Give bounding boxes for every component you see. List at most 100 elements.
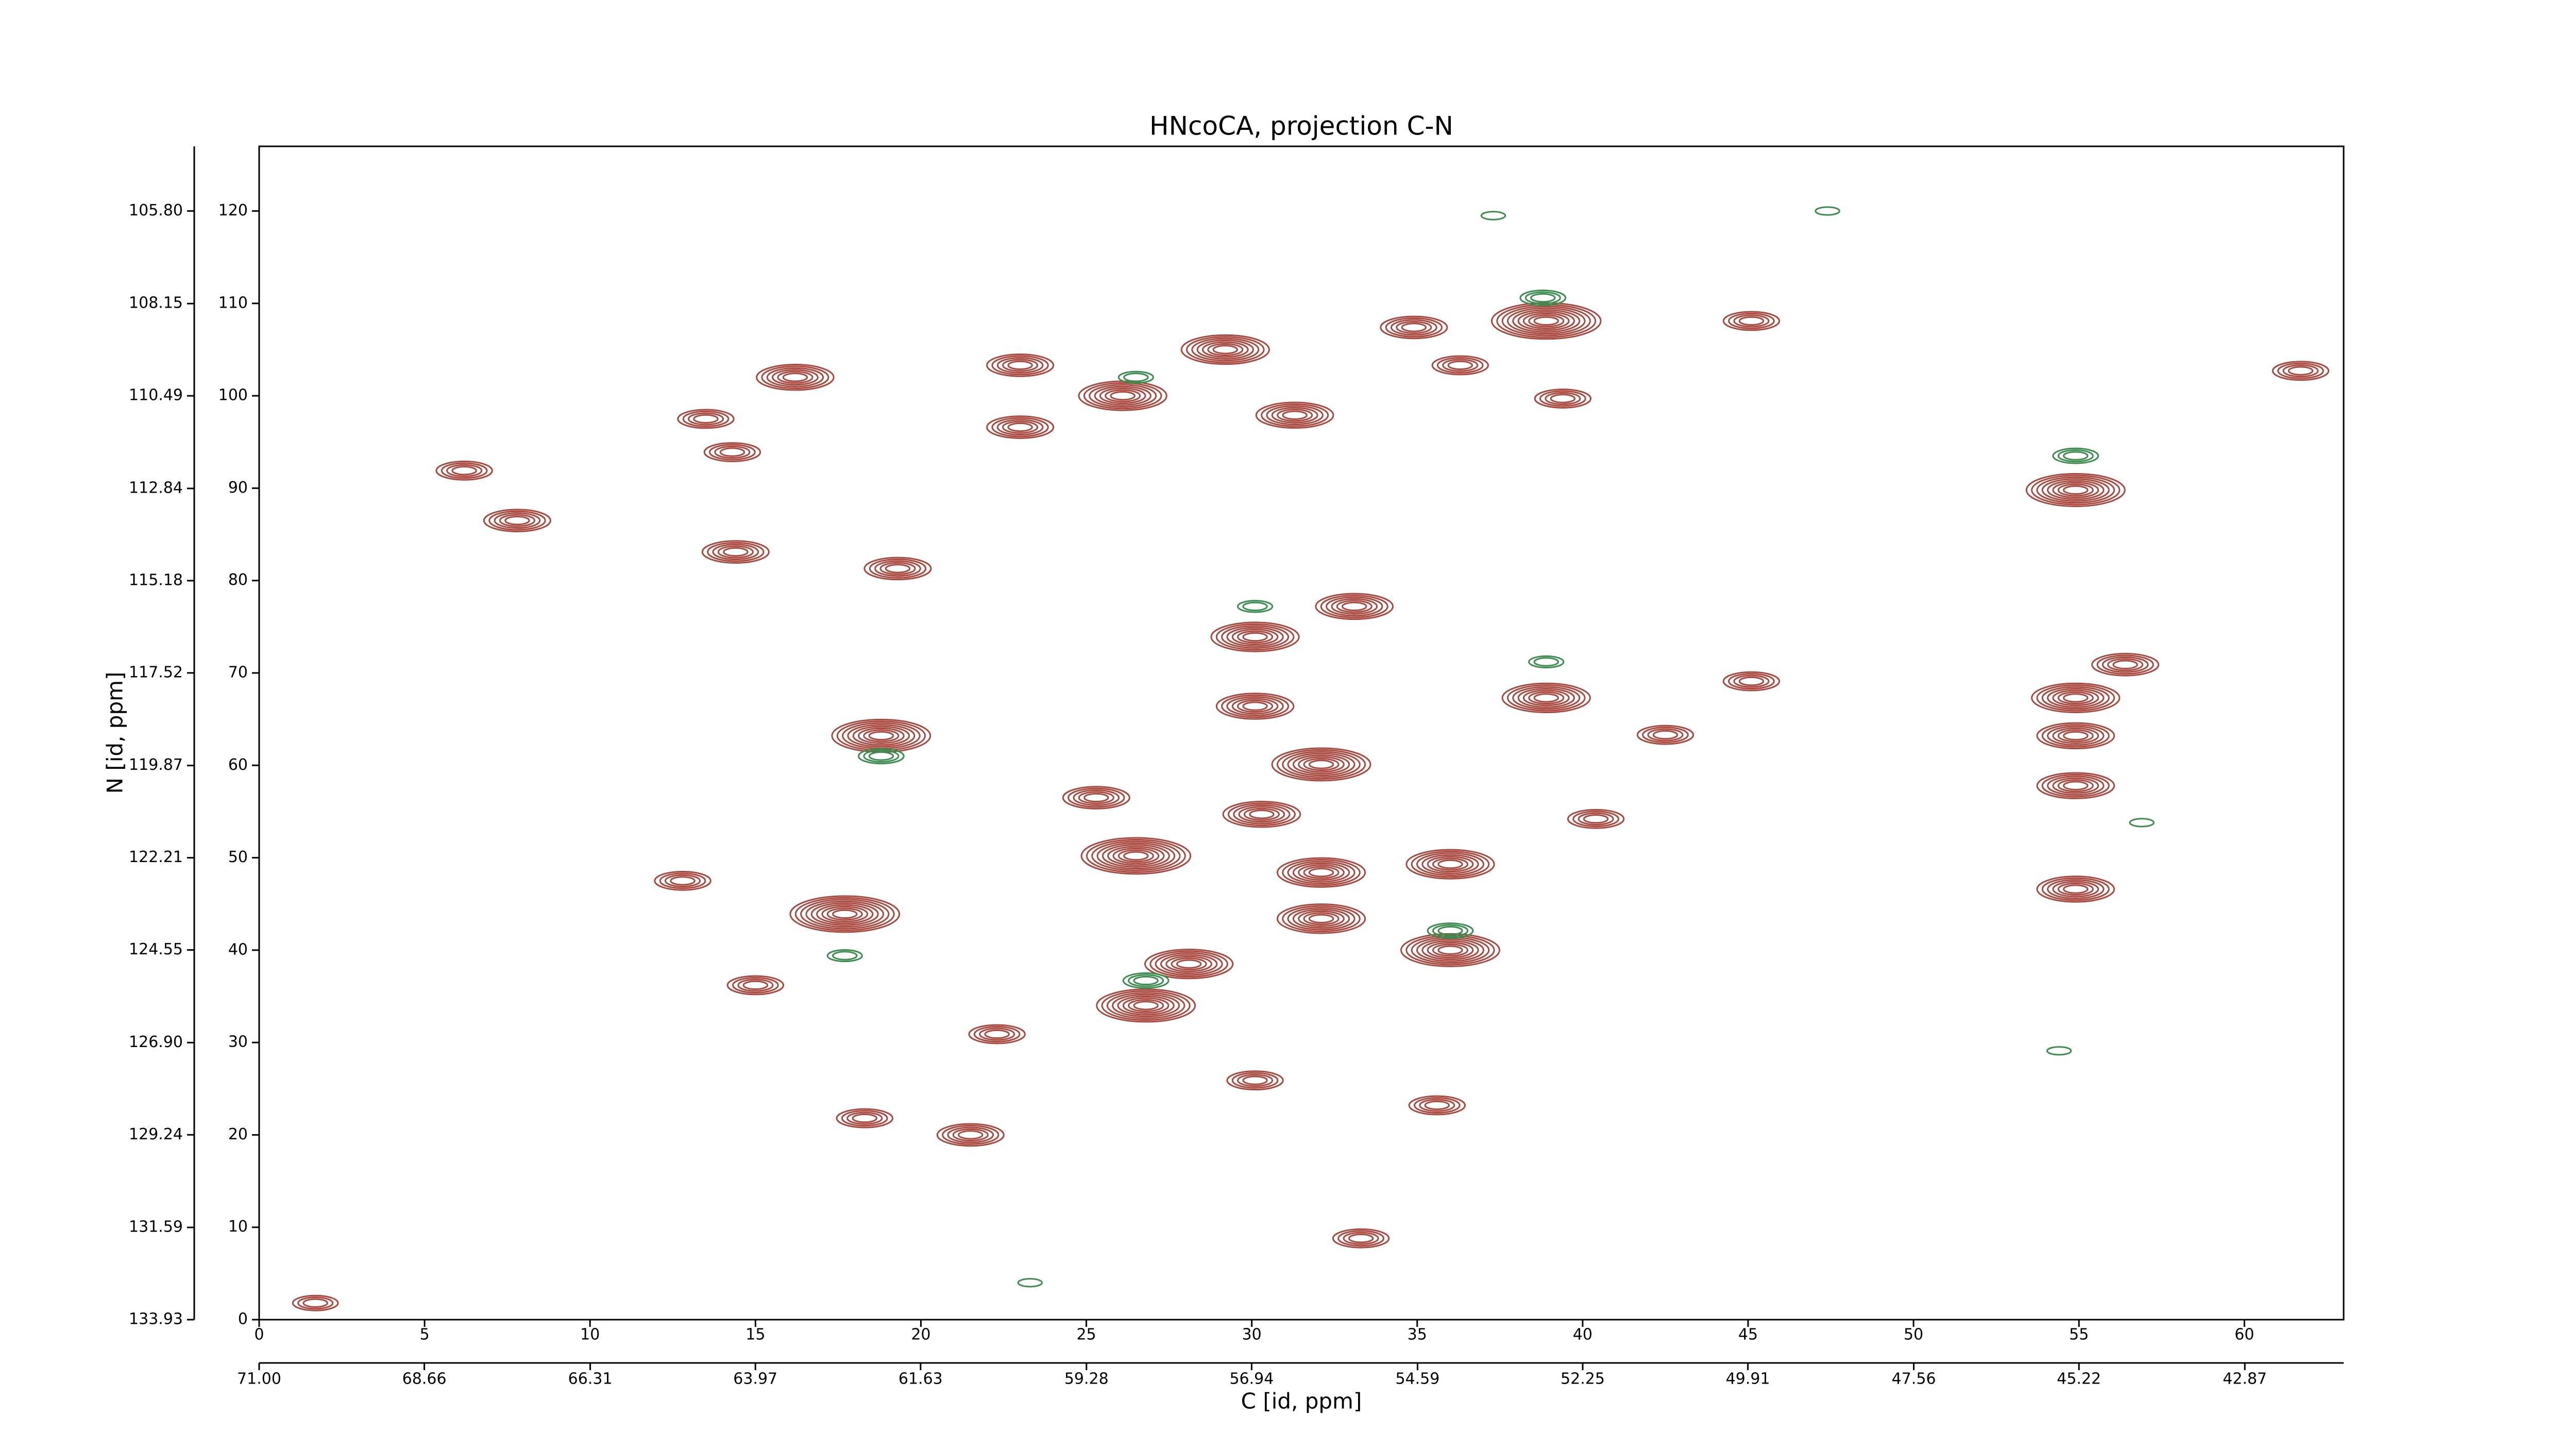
contour-level [1067, 787, 1125, 808]
contour-level [717, 545, 754, 559]
x-tick-label: 15 [745, 1326, 765, 1344]
contour-level [1437, 859, 1463, 869]
contour-level [1401, 323, 1427, 332]
contour-level [1242, 701, 1268, 711]
contour-level [958, 1130, 984, 1140]
contour-level [1385, 317, 1443, 338]
contour-level [1110, 391, 1136, 401]
contour-level [847, 724, 916, 748]
y2-tick-label: 105.80 [129, 201, 183, 220]
contour-level [1528, 314, 1565, 328]
contour-level [1647, 728, 1684, 742]
x2-tick-label: 42.87 [2223, 1370, 2267, 1388]
contour-level [1073, 789, 1120, 806]
y2-tick-label: 119.87 [129, 756, 183, 774]
contour-level [2047, 687, 2105, 708]
contour-level [772, 369, 819, 386]
contour-level [846, 1111, 883, 1125]
contour-level [677, 409, 735, 429]
contour-level [2282, 364, 2319, 378]
contour-level [1133, 975, 1159, 986]
contour-level [2063, 451, 2089, 461]
contour-level [1303, 866, 1340, 879]
contour-level [2287, 366, 2314, 376]
contour-level [1117, 849, 1154, 863]
contour-level [1207, 343, 1244, 357]
contour-level [1091, 840, 1181, 871]
contour-level [868, 751, 894, 761]
contour-level [742, 980, 769, 990]
contour-level [1210, 621, 1300, 652]
contour-level [1298, 864, 1345, 881]
contour-level [2057, 882, 2094, 896]
contour-level [1233, 804, 1291, 824]
contour-level [302, 1298, 328, 1308]
contour-level [1292, 862, 1350, 883]
contour-level [1231, 698, 1279, 715]
contour-level [1326, 596, 1383, 617]
x2-tick-label: 54.59 [1395, 1370, 1439, 1388]
contour-level [1221, 694, 1290, 718]
contour-level [446, 464, 483, 477]
contour-level [659, 872, 706, 889]
plot-frame [258, 145, 2345, 1321]
x2-tick-label: 63.97 [733, 1370, 777, 1388]
contour-level [1308, 868, 1334, 878]
contour-level [701, 540, 770, 564]
contour-level [2041, 478, 2110, 502]
contour-level [2277, 362, 2324, 379]
contour-level [2047, 776, 2105, 796]
contour-level [1722, 671, 1781, 692]
contour-level [1567, 808, 1625, 829]
contour-level [2091, 653, 2160, 677]
contour-level [986, 415, 1055, 439]
contour-level [2036, 722, 2115, 750]
contour-level [2063, 884, 2089, 894]
contour-level [1480, 211, 1506, 221]
contour-level [1447, 360, 1473, 370]
contour-level [2057, 729, 2094, 743]
contour-level [1249, 810, 1275, 819]
contour-level [1002, 359, 1039, 372]
contour-level [1196, 340, 1254, 360]
contour-level [2046, 1046, 2072, 1056]
contour-level [1212, 345, 1239, 355]
contour-level [2036, 875, 2115, 903]
contour-level [1533, 657, 1559, 667]
y2-tick-label: 131.59 [129, 1218, 183, 1236]
contour-level [712, 544, 759, 561]
contour-level [1298, 756, 1345, 773]
contour-level [1171, 957, 1207, 971]
contour-level [703, 442, 761, 462]
contour-level [1176, 959, 1202, 969]
contour-level [1062, 786, 1130, 810]
contour-level [1094, 385, 1151, 406]
contour-level [1405, 935, 1495, 966]
contour-level [1107, 846, 1165, 866]
contour-level [1733, 675, 1770, 688]
contour-level [1396, 321, 1432, 334]
contour-level [826, 907, 863, 921]
contour-level [1287, 861, 1355, 885]
contour-level [1733, 314, 1770, 328]
contour-level [440, 462, 488, 479]
contour-level [292, 1294, 339, 1311]
contour-level [1128, 999, 1164, 1012]
contour-level [1405, 849, 1495, 880]
contour-level [1083, 382, 1162, 410]
contour-level [1078, 380, 1167, 411]
contour-level [1292, 754, 1350, 774]
contour-level [1123, 373, 1149, 382]
y-tick-label: 120 [218, 201, 248, 220]
y-tick-label: 40 [228, 940, 248, 958]
contour-level [1583, 814, 1609, 824]
x2-tick-label: 52.25 [1561, 1370, 1605, 1388]
contour-level [297, 1296, 334, 1310]
contour-level [1226, 627, 1284, 647]
contour-level [2063, 781, 2089, 790]
contour-level [1572, 811, 1619, 828]
contour-level [1408, 1095, 1466, 1116]
contour-level [2063, 693, 2089, 703]
x-tick-label: 10 [580, 1326, 600, 1344]
contour-level [682, 410, 730, 427]
